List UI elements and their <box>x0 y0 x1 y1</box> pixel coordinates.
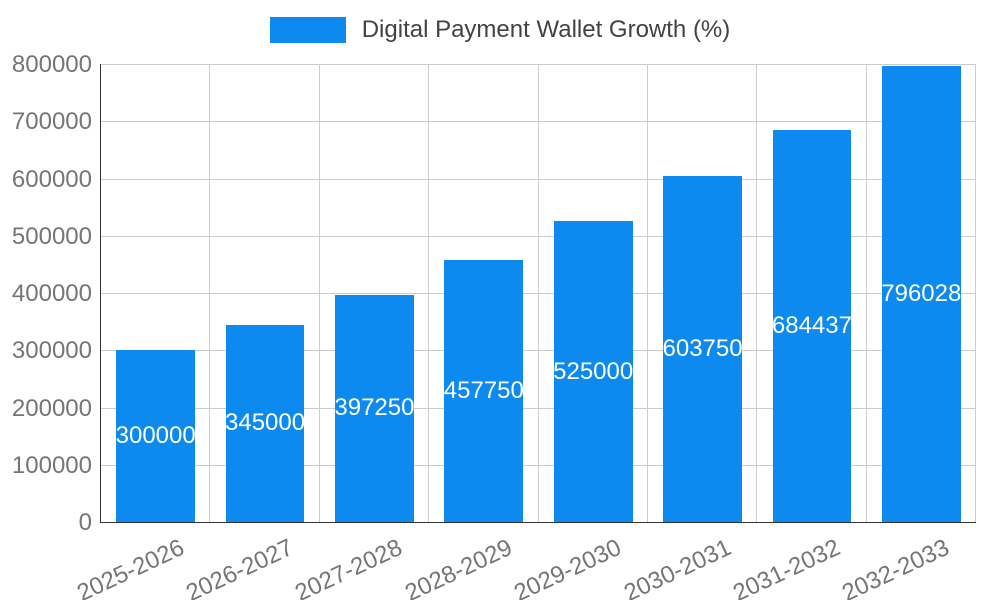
gridline-horizontal <box>101 235 976 237</box>
chart-title: Digital Payment Wallet Growth (%) <box>361 16 731 43</box>
x-tick-label: 2025-2026 <box>72 534 189 600</box>
x-tick-label: 2027-2028 <box>291 534 407 600</box>
gridline-vertical <box>537 64 539 522</box>
bar-value-label: 796028 <box>881 280 962 308</box>
gridline-vertical <box>756 64 758 522</box>
x-tick-label: 2029-2030 <box>510 534 626 600</box>
gridline-vertical <box>209 64 211 522</box>
y-tick-label: 700000 <box>11 108 92 136</box>
gridline-horizontal <box>101 121 976 123</box>
gridline-vertical <box>428 64 430 522</box>
y-tick-label: 100000 <box>11 451 92 479</box>
bar[interactable]: 684437 <box>771 130 852 522</box>
bar[interactable]: 300000 <box>115 350 196 522</box>
y-tick-label: 400000 <box>11 280 92 307</box>
y-tick-label: 200000 <box>11 394 92 422</box>
bar[interactable]: 397250 <box>334 294 415 522</box>
bar-value-label: 525000 <box>553 357 634 385</box>
x-tick-label: 2028-2029 <box>400 534 517 600</box>
y-tick-label: 500000 <box>11 222 92 250</box>
gridline-horizontal <box>101 293 976 294</box>
bar[interactable]: 345000 <box>225 324 306 522</box>
bar-value-label: 603750 <box>662 335 743 363</box>
y-tick-label: 800000 <box>11 51 92 78</box>
chart-legend: Digital Payment Wallet Growth (%) <box>0 16 1000 44</box>
bar-value-label: 457750 <box>443 376 524 404</box>
bar[interactable]: 525000 <box>553 221 634 522</box>
gridline-vertical <box>975 64 976 522</box>
y-tick-label: 0 <box>78 509 92 536</box>
bar-value-label: 345000 <box>225 409 306 437</box>
bar[interactable]: 457750 <box>443 259 524 522</box>
gridline-horizontal <box>101 64 976 65</box>
x-tick-label: 2030-2031 <box>619 534 735 600</box>
x-tick-label: 2031-2032 <box>728 534 845 600</box>
x-tick-label: 2026-2027 <box>182 534 298 600</box>
gridline-horizontal <box>101 350 976 352</box>
gridline-vertical <box>318 64 320 522</box>
bar[interactable]: 603750 <box>662 176 743 522</box>
y-tick-label: 300000 <box>11 337 92 365</box>
bar[interactable]: 796028 <box>881 66 962 522</box>
y-tick-label: 600000 <box>11 165 92 193</box>
gridline-vertical <box>646 64 648 522</box>
bar-value-label: 684437 <box>771 312 852 340</box>
x-tick-label: 2032-2033 <box>838 534 954 600</box>
bar-value-label: 300000 <box>115 422 196 450</box>
bar-value-label: 397250 <box>334 394 415 422</box>
gridline-horizontal <box>101 407 976 409</box>
plot-area: 300000 345000 397250 457750 525000 603750 6844… <box>100 64 976 523</box>
gridline-horizontal <box>101 178 976 180</box>
legend-swatch <box>269 17 346 43</box>
gridline-vertical <box>865 64 867 522</box>
gridline-horizontal <box>101 464 976 466</box>
